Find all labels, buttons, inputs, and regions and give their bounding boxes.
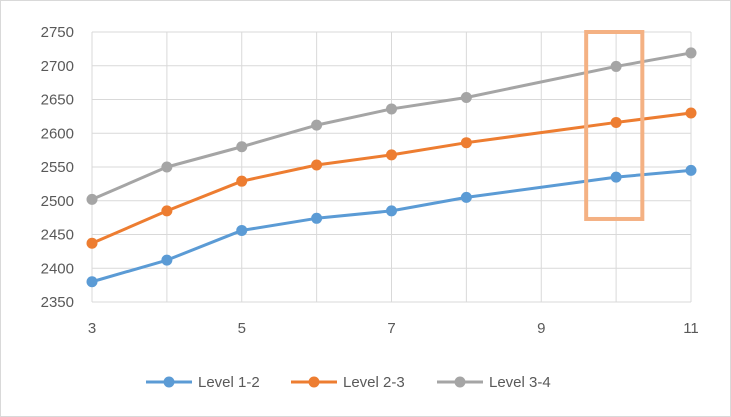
data-point-level-2-3 (685, 107, 697, 119)
x-axis-tick-labels: 3 5 7 9 11 (88, 320, 699, 337)
data-point-level-3-4 (311, 119, 323, 131)
data-point-level-3-4 (460, 91, 472, 103)
annotation-layer (584, 30, 645, 221)
data-point-level-2-3 (460, 137, 472, 149)
y-tick-label: 2450 (41, 227, 74, 244)
data-point-level-3-4 (161, 161, 173, 173)
highlight-box (584, 30, 645, 221)
x-tick-label: 7 (387, 320, 395, 337)
data-point-level-2-3 (236, 175, 248, 187)
y-tick-label: 2650 (41, 92, 74, 109)
y-tick-label: 2500 (41, 193, 74, 210)
data-point-level-1-2 (161, 254, 173, 266)
data-point-level-3-4 (610, 60, 622, 72)
x-tick-label: 3 (88, 320, 96, 337)
data-point-level-3-4 (236, 141, 248, 153)
y-tick-label: 2550 (41, 159, 74, 176)
data-point-level-2-3 (86, 237, 98, 249)
data-point-level-2-3 (161, 205, 173, 217)
data-point-level-1-2 (236, 224, 248, 236)
x-tick-label: 5 (238, 320, 246, 337)
y-tick-label: 2350 (41, 294, 74, 311)
legend-label-level-2-3: Level 2-3 (343, 374, 405, 391)
data-point-level-3-4 (386, 103, 397, 115)
series-line-level-1-2 (91, 168, 692, 284)
data-point-level-1-2 (460, 191, 472, 203)
legend: Level 1-2 Level 2-3 Level 3-4 (146, 374, 551, 391)
data-point-level-1-2 (311, 212, 323, 224)
y-tick-label: 2600 (41, 125, 74, 142)
y-axis-tick-labels: 2350 2400 2450 2500 2550 2600 2650 2700 2750 (41, 24, 74, 311)
series-line-level-3-4 (91, 51, 692, 201)
legend-label-level-3-4: Level 3-4 (489, 374, 551, 391)
data-point-level-1-2 (86, 276, 98, 288)
legend-swatch-marker-level-1-2 (163, 376, 175, 388)
data-point-level-2-3 (386, 149, 397, 161)
y-tick-label: 2700 (41, 58, 74, 75)
data-point-level-1-2 (610, 171, 622, 183)
gridlines (91, 31, 692, 303)
data-point-level-1-2 (685, 164, 697, 176)
data-point-level-1-2 (386, 205, 397, 217)
data-point-level-3-4 (86, 193, 98, 205)
legend-swatch-marker-level-3-4 (454, 376, 466, 388)
series-layer (86, 47, 697, 288)
y-tick-label: 2750 (41, 24, 74, 41)
legend-swatch-marker-level-2-3 (308, 376, 320, 388)
x-tick-label: 11 (683, 320, 699, 337)
legend-label-level-1-2: Level 1-2 (198, 374, 260, 391)
data-point-level-2-3 (610, 116, 622, 128)
y-tick-label: 2400 (41, 260, 74, 277)
data-point-level-2-3 (311, 159, 323, 171)
data-point-level-3-4 (685, 47, 697, 59)
series-line-level-2-3 (91, 111, 692, 245)
x-tick-label: 9 (537, 320, 545, 337)
